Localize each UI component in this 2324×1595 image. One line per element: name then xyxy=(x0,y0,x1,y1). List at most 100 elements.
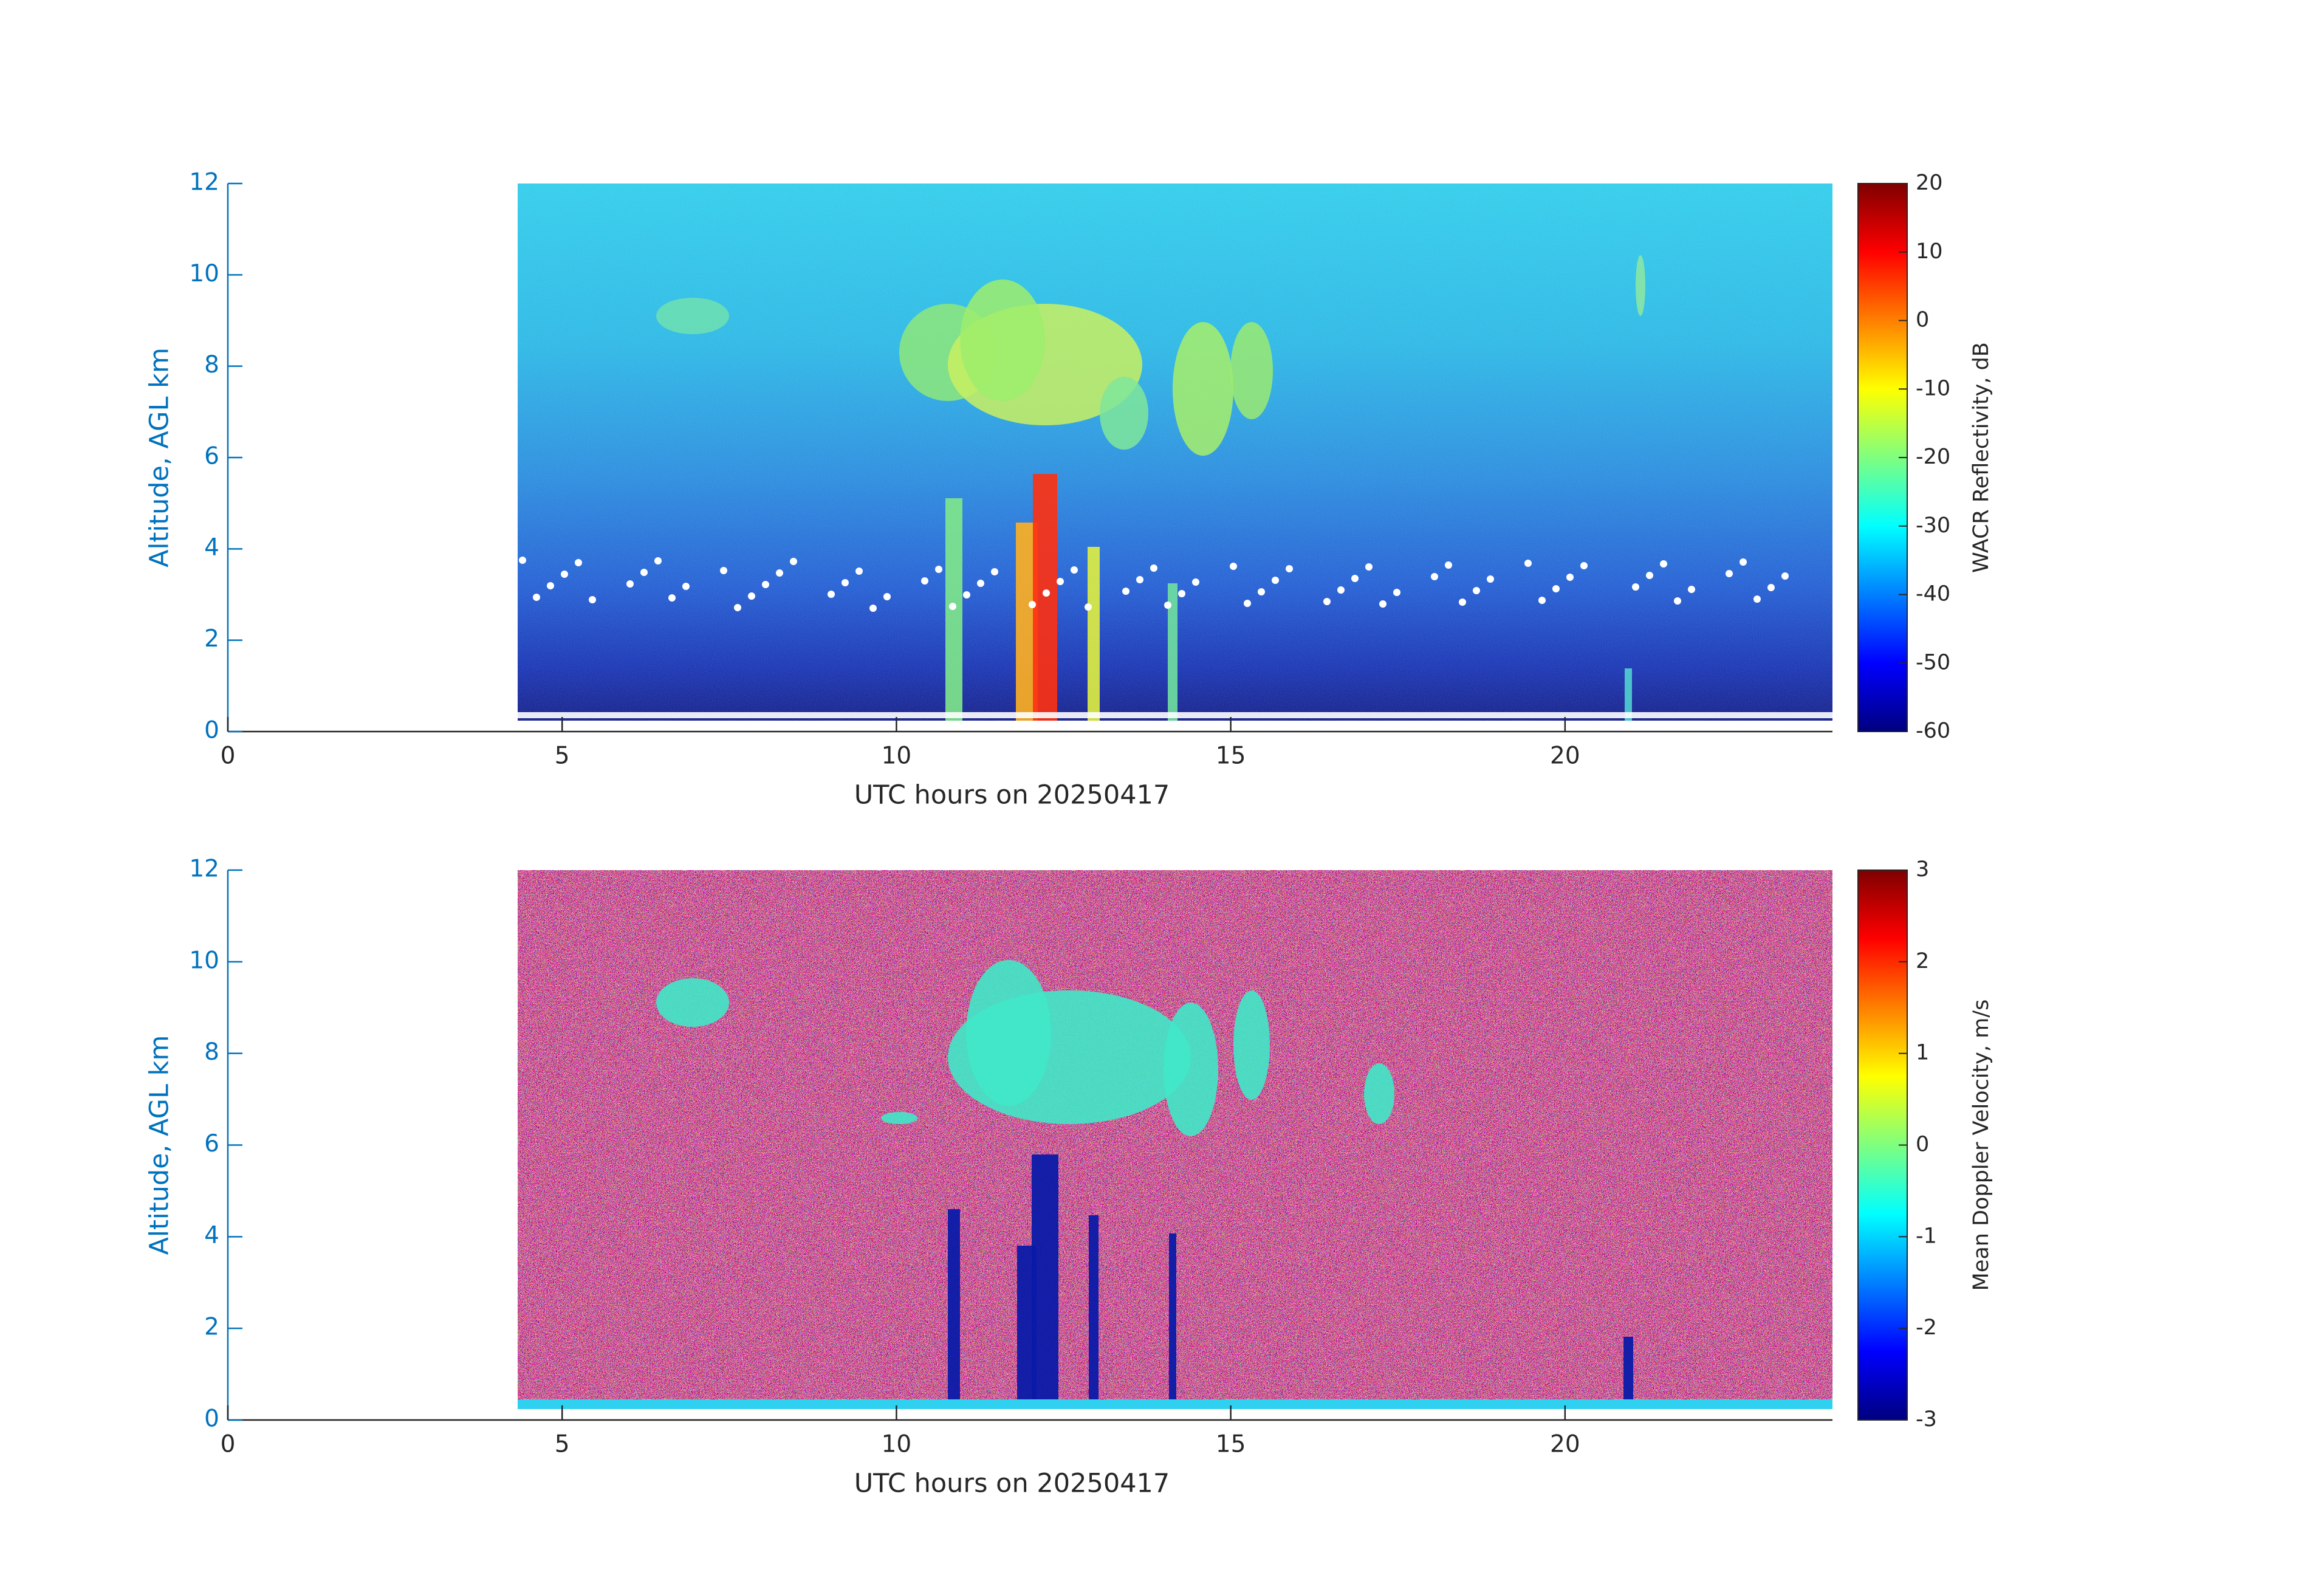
clutter-dot xyxy=(1379,600,1387,608)
colorbar-tick-label: -50 xyxy=(1916,650,1950,674)
clutter-dot xyxy=(762,581,769,588)
x-axis-label: UTC hours on 20250417 xyxy=(854,780,1170,811)
colorbar-tick-label: 10 xyxy=(1916,239,1943,264)
clutter-dot xyxy=(1552,585,1560,592)
clutter-dot xyxy=(1688,586,1695,593)
clutter-dot xyxy=(1258,588,1265,595)
clutter-dot xyxy=(1230,563,1237,570)
y-tick-label: 12 xyxy=(189,856,219,883)
clutter-dot xyxy=(1524,560,1532,567)
clutter-dot xyxy=(589,596,596,603)
cloud-velocity xyxy=(656,978,729,1027)
colorbar-tick-label: -2 xyxy=(1916,1315,1937,1340)
x-tick-label: 15 xyxy=(1216,743,1246,770)
y-tick-label: 10 xyxy=(189,260,219,287)
x-tick-label: 0 xyxy=(221,1431,236,1458)
x-tick-label: 15 xyxy=(1216,1431,1246,1458)
y-tick-label: 0 xyxy=(204,1405,219,1433)
clutter-dot xyxy=(1674,597,1681,605)
clutter-dot xyxy=(921,577,928,585)
cloud-velocity xyxy=(1233,990,1270,1100)
clutter-dot xyxy=(1244,600,1251,607)
clutter-dot xyxy=(1740,558,1747,566)
x-tick-label: 5 xyxy=(555,743,570,770)
column-velocity xyxy=(948,1209,960,1409)
column-echo xyxy=(1033,474,1057,721)
clutter-dot xyxy=(1459,599,1466,606)
y-tick-label: 8 xyxy=(204,1038,219,1066)
y-tick-label: 8 xyxy=(204,351,219,379)
ground-clutter xyxy=(518,712,1832,718)
clutter-dot xyxy=(1122,588,1129,595)
cloud-echo xyxy=(1173,322,1233,456)
clutter-dot xyxy=(883,593,891,600)
x-tick-label: 5 xyxy=(555,1431,570,1458)
clutter-dot xyxy=(1431,573,1438,580)
clutter-dot xyxy=(1323,598,1331,605)
x-tick-label: 10 xyxy=(882,743,912,770)
colorbar-tick-label: 0 xyxy=(1916,1133,1929,1157)
clutter-dot xyxy=(1445,561,1452,569)
clutter-dot xyxy=(654,557,662,564)
x-tick-label: 0 xyxy=(221,743,236,770)
clutter-dot xyxy=(575,559,582,566)
clutter-dot xyxy=(533,594,540,601)
clutter-dot xyxy=(963,591,970,599)
clutter-dot xyxy=(977,580,984,587)
colorbar-tick-label: -1 xyxy=(1916,1224,1937,1248)
cloud-velocity xyxy=(881,1112,917,1124)
y-tick-label: 0 xyxy=(204,717,219,744)
y-tick-label: 12 xyxy=(189,169,219,196)
clutter-dot xyxy=(1286,565,1293,572)
clutter-dot xyxy=(1632,583,1639,591)
colorbar-tick-label: -3 xyxy=(1916,1407,1937,1432)
y-tick-label: 2 xyxy=(204,625,219,653)
clutter-dot xyxy=(1071,566,1078,574)
clutter-dot xyxy=(1753,595,1761,603)
cloud-velocity xyxy=(1164,1003,1218,1136)
column-echo xyxy=(1088,547,1100,721)
colorbar-tick-label: -40 xyxy=(1916,582,1950,606)
y-axis-label: Altitude, AGL km xyxy=(145,1035,175,1255)
clutter-dot xyxy=(869,605,877,612)
colorbar-tick-label: 0 xyxy=(1916,308,1929,332)
colorbar-tick-label: -10 xyxy=(1916,376,1950,400)
clutter-dot xyxy=(1178,590,1185,597)
clutter-dot xyxy=(1393,589,1400,596)
clutter-dot xyxy=(547,582,554,589)
column-velocity xyxy=(1032,1154,1058,1409)
clutter-dot xyxy=(1192,578,1199,586)
clutter-dot xyxy=(1538,597,1546,604)
y-tick-label: 4 xyxy=(204,534,219,561)
clutter-dot xyxy=(1337,586,1345,594)
cloud-velocity xyxy=(1364,1063,1394,1124)
cloud-echo xyxy=(1100,377,1148,450)
column-echo xyxy=(1625,668,1632,721)
clutter-dot xyxy=(682,583,690,590)
clutter-dot xyxy=(1085,603,1092,611)
column-velocity xyxy=(1623,1337,1633,1409)
y-tick-label: 10 xyxy=(189,947,219,974)
clutter-dot xyxy=(1646,572,1653,579)
cloud-echo xyxy=(960,280,1045,401)
clutter-dot xyxy=(1351,575,1359,582)
colorbar-label: Mean Doppler Velocity, m/s xyxy=(1969,1000,1993,1291)
colorbar-tick-label: 1 xyxy=(1916,1041,1929,1065)
colorbar-label: WACR Reflectivity, dB xyxy=(1969,342,1993,573)
clutter-dot xyxy=(519,557,526,564)
colorbar-tick-label: 3 xyxy=(1916,857,1929,882)
clutter-dot xyxy=(1566,574,1574,581)
clutter-dot xyxy=(949,603,956,610)
clutter-dot xyxy=(668,594,676,602)
cloud-echo xyxy=(1230,322,1273,419)
clutter-dot xyxy=(855,568,863,575)
clutter-dot xyxy=(1580,562,1588,569)
y-tick-label: 6 xyxy=(204,443,219,470)
clutter-dot xyxy=(720,567,727,574)
clutter-dot xyxy=(1272,577,1279,584)
colorbar-tick-label: -30 xyxy=(1916,513,1950,538)
clutter-dot xyxy=(1029,601,1036,608)
clutter-dot xyxy=(1767,584,1775,591)
clutter-dot xyxy=(1164,602,1171,609)
